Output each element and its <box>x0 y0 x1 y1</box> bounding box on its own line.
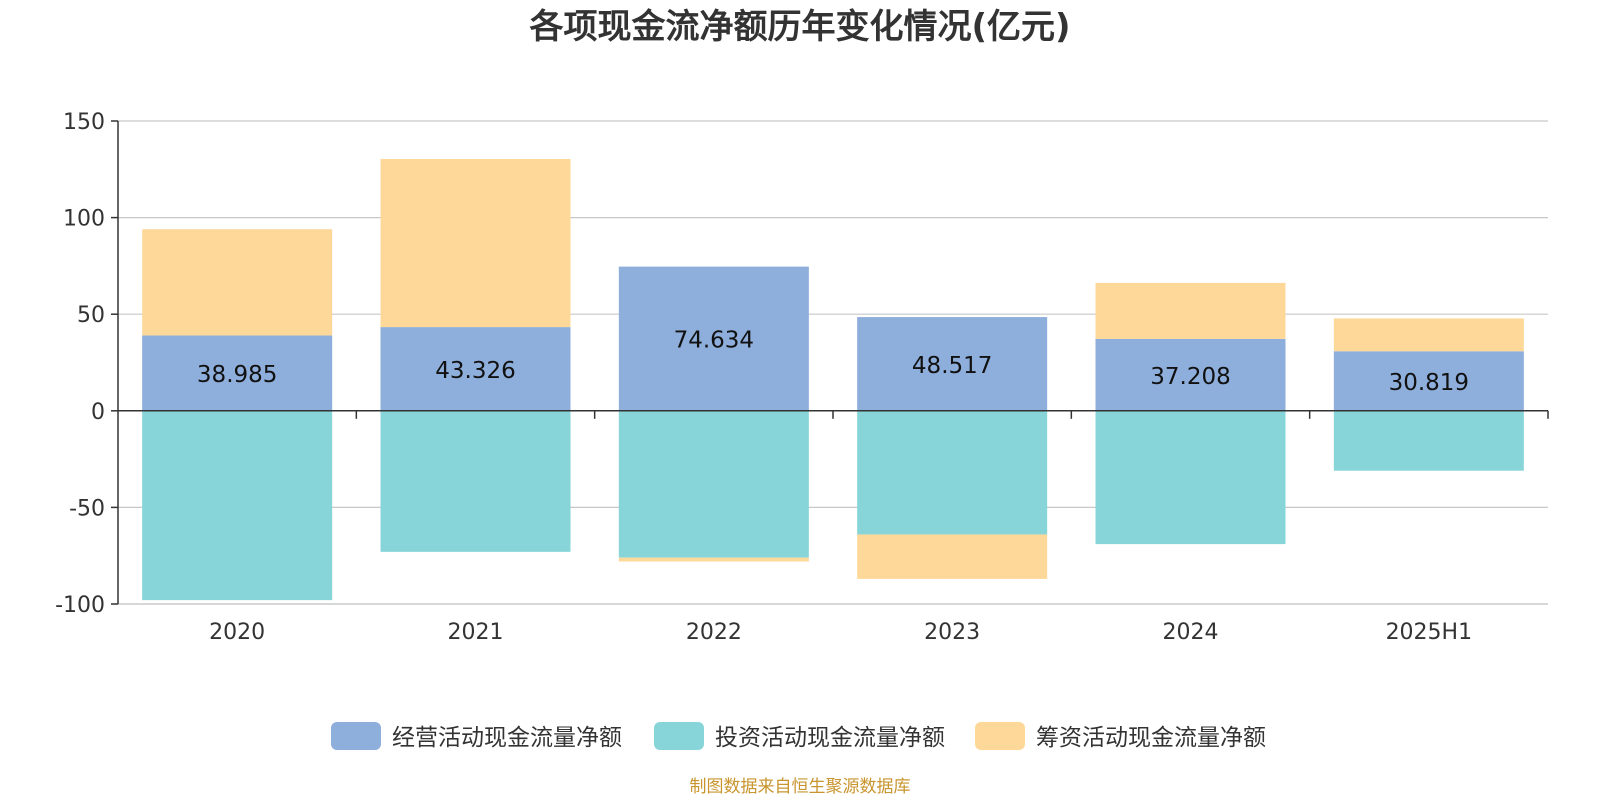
grid-lines <box>118 120 1548 605</box>
x-tick-label: 2025H1 <box>1386 620 1473 645</box>
data-label-2022: 74.634 <box>674 328 754 354</box>
bar-series-1-2022[interactable] <box>618 266 809 411</box>
bar-series-2-2020[interactable] <box>142 410 333 601</box>
bar-series-1-2021[interactable] <box>380 327 571 411</box>
legend-label-2[interactable]: 投资活动现金流量净额 <box>715 725 945 751</box>
bar-series-2-2022[interactable] <box>618 410 809 558</box>
y-tick-label: 100 <box>63 207 105 232</box>
bar-series-1-2020[interactable] <box>142 335 333 411</box>
y-tick-label: 50 <box>77 303 105 328</box>
y-tick-label: -100 <box>55 593 105 618</box>
bar-series-2-2021[interactable] <box>380 410 571 552</box>
bar-series-1-2025H1[interactable] <box>1333 351 1524 411</box>
data-labels-group: 38.985 43.326 74.634 48.517 37.208 30.819 <box>197 328 1469 396</box>
bar-series-3-2023[interactable] <box>857 534 1048 579</box>
chart-title: 各项现金流净额历年变化情况(亿元) <box>529 7 1070 47</box>
axes-group: 150 100 50 0 -50 -100 2020 2021 2022 2023 2024 2025… <box>55 110 1549 645</box>
bar-series-2-2023[interactable] <box>857 410 1048 535</box>
bar-series-1-2023[interactable] <box>857 317 1048 411</box>
bar-series-3-2025H1[interactable] <box>1333 318 1524 352</box>
legend-label-3[interactable]: 筹资活动现金流量净额 <box>1036 725 1266 751</box>
legend-swatch-2[interactable] <box>654 722 704 750</box>
legend-label-1[interactable]: 经营活动现金流量净额 <box>392 725 622 751</box>
bar-series-2-2025H1[interactable] <box>1333 410 1524 471</box>
data-label-2021: 43.326 <box>435 358 515 384</box>
y-tick-label: -50 <box>69 496 105 521</box>
data-label-2023: 48.517 <box>912 353 992 379</box>
bar-series-3-2021[interactable] <box>380 159 571 328</box>
y-tick-label: 150 <box>63 110 105 135</box>
bars-group <box>142 159 1524 601</box>
x-tick-label: 2020 <box>209 620 265 645</box>
bar-series-3-2022[interactable] <box>618 557 809 562</box>
legend-swatch-3[interactable] <box>975 722 1025 750</box>
data-label-2024: 37.208 <box>1150 364 1230 390</box>
bar-series-1-2024[interactable] <box>1095 338 1286 411</box>
legend[interactable]: 经营活动现金流量净额 投资活动现金流量净额 筹资活动现金流量净额 <box>331 722 1266 751</box>
x-tick-label: 2022 <box>686 620 742 645</box>
x-tick-label: 2021 <box>448 620 504 645</box>
y-tick-label: 0 <box>91 400 105 425</box>
source-note: 制图数据来自恒生聚源数据库 <box>690 777 911 797</box>
bar-series-3-2024[interactable] <box>1095 282 1286 339</box>
legend-swatch-1[interactable] <box>331 722 381 750</box>
x-tick-label: 2023 <box>924 620 980 645</box>
data-label-2025H1: 30.819 <box>1389 370 1469 396</box>
bar-series-2-2024[interactable] <box>1095 410 1286 545</box>
bar-series-3-2020[interactable] <box>142 229 333 336</box>
data-label-2020: 38.985 <box>197 362 277 388</box>
x-tick-label: 2024 <box>1163 620 1219 645</box>
